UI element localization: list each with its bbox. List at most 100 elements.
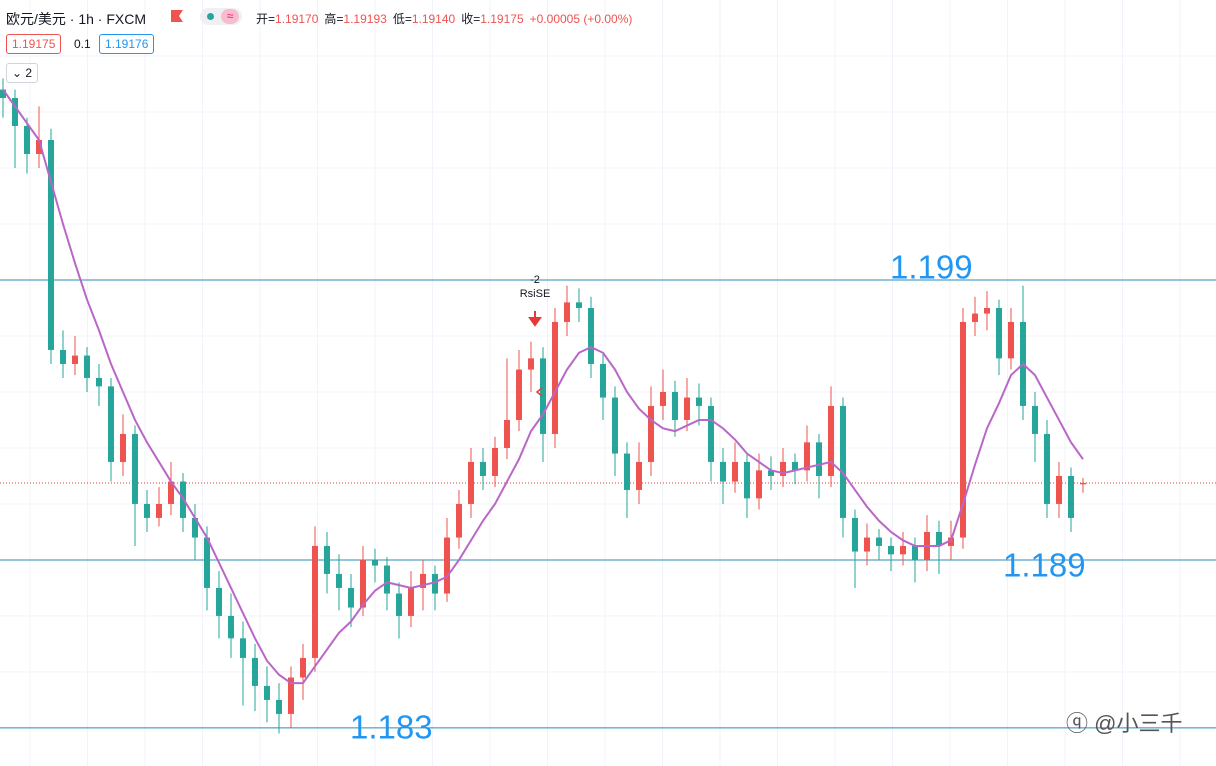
candle-body	[756, 470, 762, 499]
candle-body	[1032, 405, 1038, 434]
candle-body	[840, 405, 846, 518]
candle-body	[156, 503, 162, 518]
ohlc-value: 1.19140	[411, 12, 456, 26]
level-label: 1.183	[350, 709, 433, 746]
candle-body	[432, 573, 438, 594]
candle-body	[384, 565, 390, 594]
candle-body	[396, 593, 402, 616]
candle-body	[804, 442, 810, 471]
visibility-toggle[interactable]: ≈	[200, 8, 242, 25]
candle-body	[828, 405, 834, 476]
candle-body	[96, 377, 102, 387]
candle-body	[132, 433, 138, 504]
candle-body	[708, 405, 714, 462]
ohlc-value: 1.19170	[275, 12, 319, 26]
ohlc-readout: 开=1.19170 高=1.19193 低=1.19140 收=1.19175 +0.0…	[256, 10, 632, 27]
candle-body	[288, 677, 294, 714]
ohlc-value: 1.19193	[343, 12, 387, 26]
spread: 0.1	[74, 37, 91, 51]
candle-body	[516, 369, 522, 420]
candle-body	[564, 302, 570, 322]
candle-body	[1056, 475, 1062, 504]
candle-body	[12, 97, 18, 126]
candle-body	[876, 537, 882, 546]
ohlc-value: 1.19175	[480, 12, 524, 26]
signal-arrow	[528, 311, 542, 327]
candle-body	[864, 537, 870, 552]
candle-body	[228, 615, 234, 639]
candle-body	[324, 545, 330, 574]
indicator-toggle[interactable]: ⌄ 2	[6, 63, 39, 83]
candle-body	[144, 503, 150, 518]
flag-icon[interactable]	[170, 9, 184, 23]
candle-body	[972, 313, 978, 322]
candle-body	[684, 397, 690, 420]
change: +0.00005 (+0.00%)	[529, 12, 633, 26]
candle-body	[780, 461, 786, 476]
candle-body	[48, 139, 54, 350]
candle-body	[444, 537, 450, 594]
candle-body	[240, 638, 246, 658]
ohlc-label: 低=	[392, 12, 412, 26]
candle-body	[168, 481, 174, 504]
candle-body	[576, 302, 582, 308]
candle-body	[120, 433, 126, 462]
sell-price[interactable]: 1.19175	[6, 34, 62, 54]
candle-body	[36, 139, 42, 154]
candle-body	[612, 397, 618, 454]
candle-body	[420, 573, 426, 588]
candle-body	[300, 657, 306, 678]
candle-body	[600, 363, 606, 398]
candle-body	[1068, 475, 1074, 518]
candle-body	[852, 517, 858, 552]
candle-body	[528, 358, 534, 370]
candle-body	[912, 545, 918, 560]
candle-body	[204, 537, 210, 588]
candle-body	[720, 461, 726, 482]
candle-body	[648, 405, 654, 462]
candle-body	[108, 386, 114, 462]
candle-body	[624, 453, 630, 490]
candle-body	[312, 545, 318, 658]
candle-body	[60, 349, 66, 364]
symbol[interactable]: 欧元/美元 · 1h · FXCM	[6, 11, 147, 27]
signal-label: RsiSE	[520, 288, 551, 300]
candle-body	[504, 419, 510, 448]
ohlc-label: 收=	[461, 12, 481, 26]
candle-body	[192, 517, 198, 538]
candle-body	[936, 531, 942, 546]
candle-body	[468, 461, 474, 504]
candle-body	[744, 461, 750, 499]
candle-body	[264, 685, 270, 700]
candle-body	[792, 461, 798, 471]
candle-body	[216, 587, 222, 616]
candle-body	[480, 461, 486, 476]
candle-body	[1008, 321, 1014, 359]
level-label: 1.189	[1003, 547, 1086, 584]
buy-price[interactable]: 1.19176	[99, 34, 155, 54]
candle-body	[252, 657, 258, 686]
candle-body	[672, 391, 678, 420]
candle-body	[276, 699, 282, 714]
candle-body	[456, 503, 462, 538]
indicator-count: 2	[25, 66, 33, 80]
candle-body	[1080, 482, 1086, 485]
candle-body	[660, 391, 666, 406]
signal-triangle	[535, 387, 543, 397]
candle-body	[636, 461, 642, 490]
candle-body	[996, 307, 1002, 359]
candle-body	[696, 397, 702, 406]
candle-body	[540, 358, 546, 434]
watermark: ⓠ @小三千	[1066, 711, 1183, 736]
candle-body	[72, 355, 78, 364]
candle-body	[408, 587, 414, 616]
ohlc-label: 开=	[256, 12, 276, 26]
level-label: 1.199	[890, 249, 973, 286]
candle-body	[960, 321, 966, 538]
moving-average	[2, 89, 1084, 685]
candle-body	[948, 537, 954, 546]
candle-body	[984, 307, 990, 314]
candle-body	[732, 461, 738, 482]
